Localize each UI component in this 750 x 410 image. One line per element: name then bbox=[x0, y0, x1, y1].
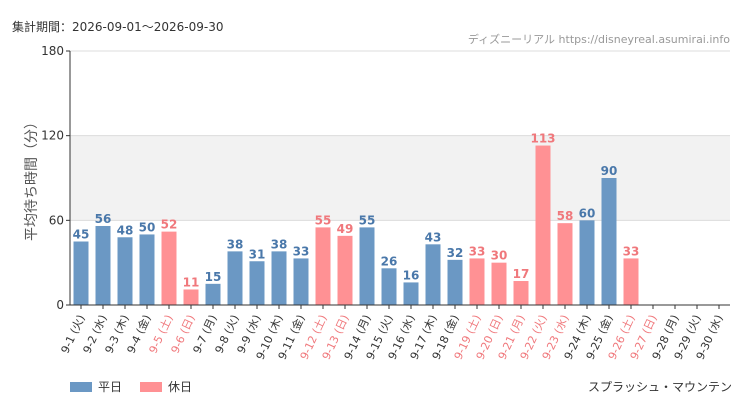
data-label-9-11 (金): 33 bbox=[293, 244, 310, 258]
data-label-9-5 (土): 52 bbox=[161, 218, 178, 232]
bar-9-2 (水) bbox=[95, 225, 111, 305]
data-label-9-14 (月): 55 bbox=[359, 213, 376, 227]
bar-9-21 (月) bbox=[513, 281, 529, 305]
bar-9-4 (金) bbox=[139, 234, 155, 305]
data-label-9-4 (金): 50 bbox=[139, 220, 156, 234]
period-label: 集計期間：2026-09-01～2026-09-30 bbox=[12, 20, 224, 34]
data-label-9-12 (土): 55 bbox=[315, 213, 332, 227]
shaded-band-0 bbox=[70, 135, 730, 221]
bar-9-9 (水) bbox=[249, 261, 265, 305]
y-tick-label-60: 60 bbox=[49, 213, 64, 227]
data-label-9-23 (水): 58 bbox=[557, 209, 574, 223]
data-label-9-2 (水): 56 bbox=[95, 212, 112, 226]
data-label-9-24 (木): 60 bbox=[579, 206, 596, 220]
site-credit: ディズニーリアル https://disneyreal.asumirai.inf… bbox=[467, 33, 730, 46]
chart-bars bbox=[73, 145, 639, 305]
bar-9-11 (金) bbox=[293, 258, 309, 305]
bar-9-18 (金) bbox=[447, 259, 463, 305]
data-label-9-8 (火): 38 bbox=[227, 237, 244, 251]
legend: 平日 休日 bbox=[70, 378, 192, 395]
bar-9-8 (火) bbox=[227, 251, 243, 305]
data-label-9-15 (火): 26 bbox=[381, 254, 398, 268]
data-label-9-22 (火): 113 bbox=[530, 132, 555, 146]
x-axis-ticks: 9-1 (火)9-2 (水)9-3 (木)9-4 (金)9-5 (土)9-6 (… bbox=[59, 305, 726, 362]
data-label-9-7 (月): 15 bbox=[205, 270, 222, 284]
y-axis-ticks: 0 60 120 180 bbox=[41, 44, 70, 312]
bar-9-22 (火) bbox=[535, 145, 551, 305]
bar-9-26 (土) bbox=[623, 258, 639, 305]
bar-9-5 (土) bbox=[161, 231, 177, 305]
chart-bands bbox=[70, 135, 730, 221]
data-label-9-25 (金): 90 bbox=[601, 164, 618, 178]
legend-label-weekday: 平日 bbox=[98, 380, 123, 394]
bar-9-12 (土) bbox=[315, 227, 331, 305]
bar-9-24 (木) bbox=[579, 220, 595, 305]
legend-swatch-weekday bbox=[70, 381, 92, 392]
data-label-9-26 (土): 33 bbox=[623, 244, 640, 258]
bar-9-7 (月) bbox=[205, 283, 221, 305]
data-label-9-13 (日): 49 bbox=[337, 222, 354, 236]
data-label-9-6 (日): 11 bbox=[183, 275, 200, 289]
data-label-9-19 (土): 33 bbox=[469, 244, 486, 258]
data-label-9-20 (日): 30 bbox=[491, 249, 508, 263]
data-label-9-9 (水): 31 bbox=[249, 247, 266, 261]
bar-9-14 (月) bbox=[359, 227, 375, 305]
bar-9-17 (木) bbox=[425, 244, 441, 305]
bar-9-15 (火) bbox=[381, 268, 397, 305]
bar-9-1 (火) bbox=[73, 241, 89, 305]
legend-swatch-holiday bbox=[140, 381, 163, 392]
y-tick-label-180: 180 bbox=[41, 44, 64, 58]
bar-9-3 (木) bbox=[117, 237, 133, 305]
data-label-9-21 (月): 17 bbox=[513, 267, 530, 281]
data-label-9-3 (木): 48 bbox=[117, 223, 134, 237]
y-tick-label-0: 0 bbox=[56, 298, 64, 312]
chart-gridlines bbox=[70, 50, 730, 221]
legend-item-weekday: 平日 bbox=[70, 378, 122, 395]
bar-9-23 (水) bbox=[557, 223, 573, 305]
bar-9-10 (木) bbox=[271, 251, 287, 305]
legend-label-holiday: 休日 bbox=[168, 380, 193, 394]
y-axis-label: 平均待ち時間（分） bbox=[24, 115, 40, 241]
bar-9-13 (日) bbox=[337, 235, 353, 305]
attraction-name: スプラッシュ・マウンテン bbox=[587, 380, 732, 394]
data-label-9-18 (金): 32 bbox=[447, 246, 464, 260]
data-label-9-17 (木): 43 bbox=[425, 230, 442, 244]
bar-9-25 (金) bbox=[601, 178, 617, 305]
bar-9-6 (日) bbox=[183, 289, 199, 305]
data-label-9-10 (木): 38 bbox=[271, 237, 288, 251]
data-label-9-16 (水): 16 bbox=[403, 268, 420, 282]
legend-item-holiday: 休日 bbox=[140, 378, 192, 395]
y-tick-label-120: 120 bbox=[41, 129, 64, 143]
bar-9-20 (日) bbox=[491, 262, 507, 305]
data-label-9-1 (火): 45 bbox=[73, 228, 90, 242]
bar-9-16 (水) bbox=[403, 282, 419, 305]
bar-9-19 (土) bbox=[469, 258, 485, 305]
data-labels: 45 56 48 50 52 11 15 38 31 38 33 55 49 55 26 16 43 32 33 30… bbox=[73, 132, 640, 290]
